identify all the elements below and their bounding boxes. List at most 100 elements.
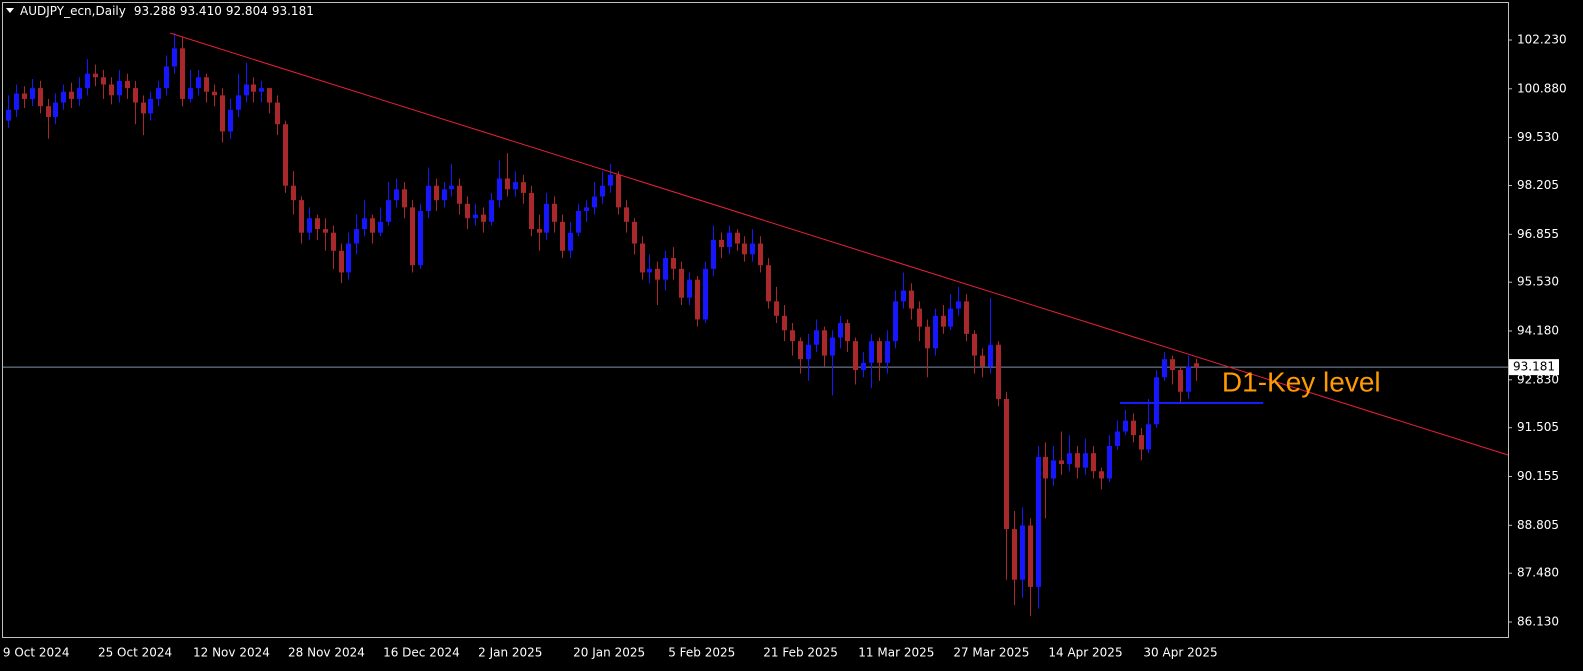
candle-body [814, 330, 819, 345]
x-tick-label: 2 Jan 2025 [478, 646, 542, 660]
candle-body [972, 333, 977, 356]
y-tick-label: 88.805 [1517, 518, 1559, 532]
candle-body [1004, 398, 1009, 530]
y-tick-label: 96.855 [1517, 227, 1559, 241]
ohlc-high: 93.410 [180, 4, 222, 18]
candle-body [46, 106, 51, 118]
candle-body [505, 178, 510, 190]
candle-body [323, 229, 328, 233]
candle-body [156, 88, 161, 99]
candle-body [624, 207, 629, 222]
ohlc-low: 92.804 [226, 4, 268, 18]
candle-body [948, 308, 953, 327]
candle-body [1067, 453, 1072, 465]
plot-frame [2, 2, 1509, 638]
candle-body [1020, 525, 1025, 580]
candle-body [782, 315, 787, 331]
candle-body [711, 239, 716, 269]
candle-body [909, 290, 914, 309]
candle-body [1123, 420, 1128, 432]
candle-body [592, 196, 597, 208]
candle-body [30, 88, 35, 99]
candle-body [299, 200, 304, 233]
candle-body [877, 341, 882, 363]
y-tick-label: 94.180 [1517, 324, 1559, 338]
candle-body [1146, 424, 1151, 450]
candle-body [600, 185, 605, 197]
y-tick-label: 86.130 [1517, 614, 1559, 628]
candle-body [845, 323, 850, 342]
candle-body [869, 341, 874, 363]
candle-body [996, 344, 1001, 399]
candle-body [1131, 420, 1136, 436]
candle-body [236, 95, 241, 110]
candle-body [568, 232, 573, 251]
candle-body [679, 268, 684, 298]
candle-body [220, 95, 225, 132]
y-tick-label: 99.530 [1517, 130, 1559, 144]
candle-body [251, 84, 256, 92]
candle-body [354, 229, 359, 244]
candle-body [204, 77, 209, 92]
candle-body [774, 301, 779, 316]
candle-body [885, 341, 890, 363]
candle-body [1075, 453, 1080, 468]
candle-body [758, 243, 763, 266]
candle-body [798, 341, 803, 360]
candle-body [61, 91, 66, 103]
y-tick-label: 95.530 [1517, 275, 1559, 289]
candle-body [1099, 471, 1104, 479]
candle-body [830, 337, 835, 356]
candle-body [53, 102, 58, 118]
candle-body [529, 192, 534, 230]
x-tick-label: 14 Apr 2025 [1048, 646, 1122, 660]
y-tick-label: 90.155 [1517, 469, 1559, 483]
candle-body [640, 243, 645, 273]
x-tick-label: 28 Nov 2024 [288, 646, 365, 660]
x-tick-label: 5 Feb 2025 [668, 646, 735, 660]
candle-body [244, 84, 249, 96]
candle-body [790, 330, 795, 342]
candle-body [109, 84, 114, 96]
y-tick-label: 98.205 [1517, 178, 1559, 192]
candle-body [917, 308, 922, 327]
menu-arrow[interactable] [6, 8, 14, 13]
chart-header: AUDJPY_ecn,Daily 93.288 93.410 92.804 93.181 [20, 4, 314, 18]
x-tick-label: 9 Oct 2024 [3, 646, 70, 660]
candle-body [1012, 529, 1017, 580]
candle-body [259, 88, 264, 92]
candle-body [101, 77, 106, 85]
candle-body [1091, 453, 1096, 472]
candle-body [426, 185, 431, 211]
candle-body [378, 221, 383, 233]
candle-body [806, 344, 811, 360]
candle-body [663, 257, 668, 280]
x-tick-label: 27 Mar 2025 [953, 646, 1029, 660]
candle-body [141, 102, 146, 114]
candle-body [418, 210, 423, 266]
candle-body [544, 203, 549, 233]
candle-body [362, 218, 367, 230]
candle-body [370, 218, 375, 233]
candle-body [188, 88, 193, 99]
candle-body [537, 229, 542, 233]
candle-body [1043, 456, 1048, 479]
x-tick-label: 16 Dec 2024 [383, 646, 460, 660]
candle-body [521, 182, 526, 193]
candle-body [275, 102, 280, 125]
candle-body [703, 268, 708, 320]
candle-body [394, 189, 399, 201]
trendline [170, 32, 1509, 456]
candle-body [1051, 460, 1056, 479]
y-tick-label: 102.230 [1517, 33, 1567, 47]
candle-body [196, 77, 201, 89]
candle-body [861, 362, 866, 371]
candle-body [956, 301, 961, 309]
candle-body [346, 243, 351, 273]
candle-body [117, 80, 122, 96]
candle-body [1083, 453, 1088, 468]
candle-body [212, 91, 217, 96]
candle-body [331, 232, 336, 251]
